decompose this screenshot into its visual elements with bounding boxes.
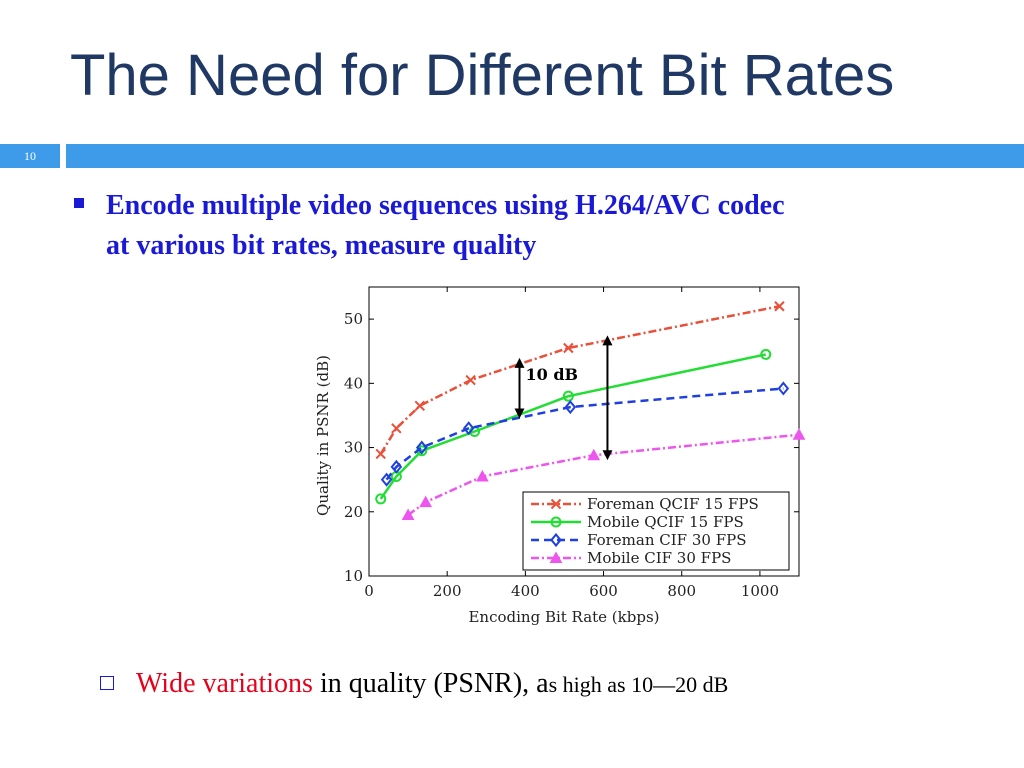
main-bullet-line-2: at various bit rates, measure quality — [106, 230, 537, 261]
y-tick-label: 30 — [344, 439, 363, 457]
legend-label-1: Foreman QCIF 15 FPS — [587, 495, 759, 513]
y-tick-label: 50 — [344, 310, 363, 328]
y-axis-label: Quality in PSNR (dB) — [314, 355, 332, 516]
series-3-point — [564, 400, 577, 415]
series-line-1 — [379, 305, 780, 455]
legend-marker-2 — [550, 516, 562, 528]
series-2-point — [375, 493, 387, 505]
x-tick-label: 400 — [511, 582, 540, 600]
series-1-point — [774, 301, 785, 312]
series-4-point — [401, 508, 415, 520]
series-1-point — [391, 423, 402, 434]
series-3-point — [390, 459, 403, 474]
series-1-point — [414, 400, 426, 412]
hollow-square-bullet-icon — [100, 675, 114, 690]
series-3-point — [415, 440, 428, 455]
series-3-point — [777, 381, 790, 396]
square-bullet-icon — [74, 198, 84, 208]
series-3-point — [380, 472, 393, 487]
sub-bullet-middle: in quality (PSNR), a — [312, 668, 549, 699]
sub-bullet: Wide variations in quality (PSNR), as hi… — [100, 668, 728, 700]
x-tick-label: 0 — [364, 582, 374, 600]
psnr-chart-svg: 0 200 400 600 800 1000 10 20 30 40 50 Encoding Bit … — [314, 286, 806, 626]
y-tick-label: 20 — [344, 503, 363, 521]
chart-axes: 0 200 400 600 800 1000 10 20 30 40 50 Encoding Bit … — [314, 286, 800, 626]
chart-series — [375, 301, 806, 520]
sub-bullet-tail: s high as 10—20 dB — [548, 672, 729, 697]
title-rule — [66, 144, 1024, 168]
main-bullet-line-1: Encode multiple video sequences using H.… — [106, 190, 785, 221]
slide-title: The Need for Different Bit Rates — [70, 43, 895, 108]
x-tick-label: 800 — [667, 582, 696, 600]
series-1-point — [563, 342, 574, 354]
x-tick-label: 200 — [433, 582, 462, 600]
series-3-point — [462, 421, 475, 436]
series-4-point — [587, 448, 601, 461]
x-axis-label: Encoding Bit Rate (kbps) — [468, 608, 659, 626]
psnr-chart: 0 200 400 600 800 1000 10 20 30 40 50 Encoding Bit … — [300, 280, 810, 635]
legend-label-4: Mobile CIF 30 FPS — [587, 549, 731, 567]
legend-label-3: Foreman CIF 30 FPS — [587, 531, 746, 549]
legend-marker-1 — [550, 498, 562, 510]
x-tick-label: 1000 — [741, 582, 779, 600]
x-tick-label: 600 — [589, 582, 618, 600]
slide-number-bar — [0, 144, 60, 168]
series-2-point — [760, 348, 772, 360]
legend-marker-3 — [550, 532, 562, 548]
annotation-label: 10 dB — [526, 365, 579, 384]
series-4-point — [792, 428, 806, 440]
main-bullet: Encode multiple video sequences using H.… — [72, 186, 972, 266]
legend-label-2: Mobile QCIF 15 FPS — [587, 513, 744, 531]
series-line-3 — [385, 387, 784, 481]
series-1-point — [375, 448, 386, 460]
series-4-point — [476, 469, 489, 482]
slide-number: 10 — [24, 149, 36, 163]
series-4-point — [419, 495, 433, 508]
sub-bullet-highlight: Wide variations — [136, 668, 313, 699]
chart-annotation: 10 dB — [514, 335, 613, 461]
series-2-point — [562, 390, 574, 402]
y-tick-label: 40 — [344, 374, 363, 392]
legend-marker-4 — [549, 551, 563, 563]
series-1-point — [465, 374, 476, 386]
y-tick-label: 10 — [344, 567, 363, 585]
